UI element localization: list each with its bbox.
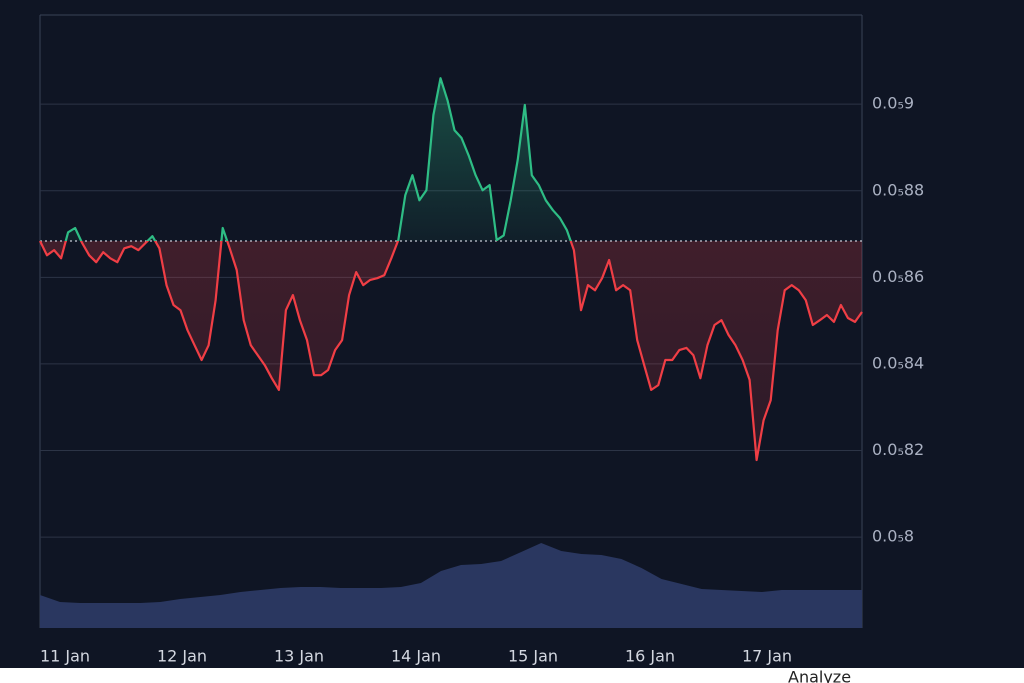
y-tick-label: 0.0₅82 (872, 440, 924, 459)
y-tick-label: 0.0₅86 (872, 267, 924, 286)
footer-text[interactable]: Analyze (788, 668, 851, 683)
price-line (39, 77, 863, 462)
x-tick-label: 11 Jan (40, 647, 90, 666)
x-tick-label: 17 Jan (742, 647, 792, 666)
footer-bar (0, 668, 1024, 683)
plot: 0.0₅9 0.0₅88 0.0₅86 0.0₅84 0.0₅82 0.0₅8 11 Jan… (39, 14, 924, 666)
x-tick-label: 13 Jan (274, 647, 324, 666)
baseline-area (40, 78, 862, 460)
x-tick-label: 16 Jan (625, 647, 675, 666)
x-tick-label: 15 Jan (508, 647, 558, 666)
y-tick-label: 0.0₅9 (872, 94, 914, 113)
x-tick-label: 14 Jan (391, 647, 441, 666)
volume-area (40, 543, 862, 628)
x-tick-label: 12 Jan (157, 647, 207, 666)
y-tick-label: 0.0₅8 (872, 527, 914, 546)
y-tick-label: 0.0₅88 (872, 180, 924, 199)
y-tick-label: 0.0₅84 (872, 353, 924, 372)
